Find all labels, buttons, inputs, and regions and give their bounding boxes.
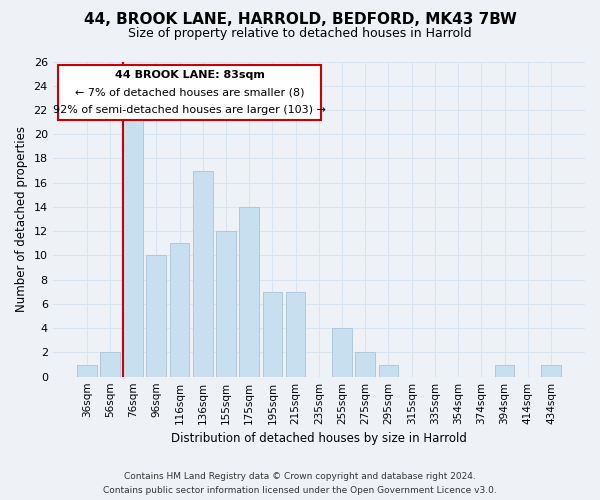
Bar xyxy=(379,364,398,376)
Text: Size of property relative to detached houses in Harrold: Size of property relative to detached ho… xyxy=(128,26,472,40)
Bar xyxy=(193,170,212,376)
FancyBboxPatch shape xyxy=(58,64,322,120)
Text: 44 BROOK LANE: 83sqm: 44 BROOK LANE: 83sqm xyxy=(115,70,265,80)
Bar xyxy=(286,292,305,376)
Text: Contains public sector information licensed under the Open Government Licence v3: Contains public sector information licen… xyxy=(103,486,497,495)
Bar xyxy=(170,244,190,376)
Bar xyxy=(332,328,352,376)
Bar xyxy=(355,352,375,376)
Bar xyxy=(216,231,236,376)
Bar xyxy=(494,364,514,376)
Bar xyxy=(239,207,259,376)
Bar xyxy=(100,352,120,376)
Bar xyxy=(123,110,143,376)
Bar xyxy=(146,256,166,376)
Text: ← 7% of detached houses are smaller (8): ← 7% of detached houses are smaller (8) xyxy=(75,87,304,97)
Text: 44, BROOK LANE, HARROLD, BEDFORD, MK43 7BW: 44, BROOK LANE, HARROLD, BEDFORD, MK43 7… xyxy=(83,12,517,28)
Y-axis label: Number of detached properties: Number of detached properties xyxy=(15,126,28,312)
Bar xyxy=(541,364,561,376)
Bar xyxy=(77,364,97,376)
Bar xyxy=(263,292,282,376)
Text: 92% of semi-detached houses are larger (103) →: 92% of semi-detached houses are larger (… xyxy=(53,105,326,115)
X-axis label: Distribution of detached houses by size in Harrold: Distribution of detached houses by size … xyxy=(171,432,467,445)
Text: Contains HM Land Registry data © Crown copyright and database right 2024.: Contains HM Land Registry data © Crown c… xyxy=(124,472,476,481)
